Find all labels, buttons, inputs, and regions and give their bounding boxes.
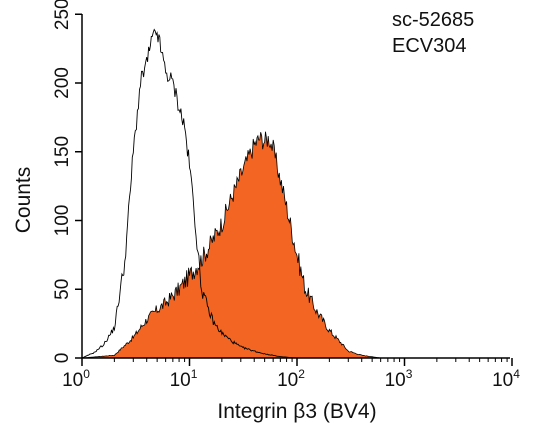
y-tick-label: 200 bbox=[52, 67, 73, 99]
annotation-antibody: sc-52685 bbox=[392, 9, 474, 31]
y-tick-label: 100 bbox=[52, 205, 73, 237]
y-ticks: 0 50 100 150 200 250 bbox=[52, 0, 82, 363]
x-ticks: 100 101 102 103 104 bbox=[62, 358, 520, 391]
x-tick-label: 103 bbox=[385, 367, 413, 391]
series-filled-histogram bbox=[81, 131, 381, 359]
y-tick-label: 0 bbox=[52, 353, 73, 364]
y-tick-label: 250 bbox=[52, 0, 73, 30]
x-tick-label: 102 bbox=[277, 367, 305, 391]
y-tick-label: 50 bbox=[52, 279, 73, 300]
y-axis-title: Counts bbox=[12, 167, 35, 234]
x-tick-label: 104 bbox=[492, 367, 520, 391]
series-outline-histogram bbox=[81, 28, 298, 359]
x-tick-label: 101 bbox=[170, 367, 198, 391]
y-tick-label: 150 bbox=[52, 136, 73, 168]
annotation-cell-line: ECV304 bbox=[392, 35, 467, 57]
series-layer bbox=[81, 28, 381, 359]
x-axis-title: Integrin β3 (BV4) bbox=[217, 400, 376, 423]
x-tick-label: 100 bbox=[62, 367, 90, 391]
